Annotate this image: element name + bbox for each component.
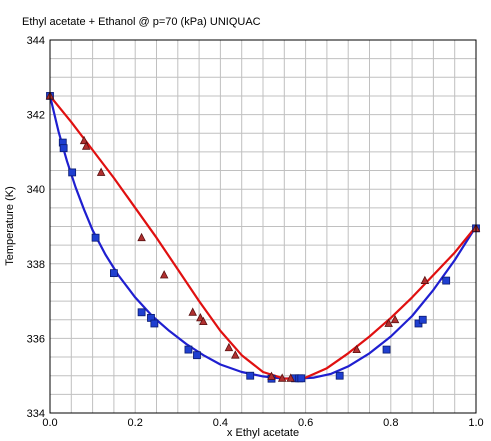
x-tick-label: 1.0 <box>468 417 483 429</box>
y-tick-label: 344 <box>27 35 45 47</box>
dew-point-marker <box>159 270 169 279</box>
curves <box>48 95 477 380</box>
y-tick-label: 336 <box>27 333 45 345</box>
bubble-point-marker <box>382 345 391 354</box>
x-tick-label: 0.0 <box>42 417 57 429</box>
y-tick-label: 334 <box>27 408 45 420</box>
grid <box>50 40 476 413</box>
bubble-point-marker <box>442 276 451 285</box>
bubble-point-marker <box>68 168 77 177</box>
y-tick-label: 338 <box>27 259 45 271</box>
bubble-point-marker <box>184 345 193 354</box>
chart-title: Ethyl acetate + Ethanol @ p=70 (kPa) UNI… <box>22 16 261 28</box>
dew-point-marker <box>137 232 146 242</box>
bubble-point-marker <box>246 371 255 380</box>
x-tick-label: 0.6 <box>298 417 313 429</box>
y-tick-label: 340 <box>27 184 45 196</box>
dew-point-marker <box>231 350 240 359</box>
x-tick-label: 0.8 <box>383 417 398 429</box>
markers <box>45 91 481 383</box>
x-tick-label: 0.4 <box>213 417 228 429</box>
bubble-point-marker <box>418 315 427 324</box>
dew-point-marker <box>286 373 295 382</box>
bubble-point-marker <box>150 319 159 328</box>
dew-point-marker <box>81 141 91 150</box>
bubble-point-marker <box>297 374 306 383</box>
bubble-point-marker <box>110 269 118 278</box>
y-axis-title: Temperature (K) <box>4 186 16 265</box>
y-tick-label: 342 <box>27 110 45 122</box>
bubble-point-marker <box>335 371 344 380</box>
dew-curve <box>49 95 477 380</box>
bubble-point-marker <box>59 144 68 153</box>
dew-point-marker <box>420 275 430 284</box>
dew-point-marker <box>79 135 89 145</box>
x-axis-title: x Ethyl acetate <box>227 427 299 439</box>
tick-labels: 0.0 0.2 0.4 0.6 0.8 1.0 334 336 338 340 342 344 <box>27 35 484 429</box>
bubble-point-marker <box>91 233 100 242</box>
bubble-curve <box>48 95 477 380</box>
dew-point-marker <box>267 371 276 380</box>
dew-point-marker <box>352 344 361 353</box>
dew-point-marker <box>188 307 197 316</box>
bubble-point-marker <box>137 308 146 317</box>
dew-point-marker <box>224 342 234 352</box>
dew-point-marker <box>96 167 106 176</box>
bubble-point-marker <box>193 351 201 360</box>
dew-point-marker <box>277 373 287 382</box>
x-tick-label: 0.2 <box>128 417 143 429</box>
dew-point-marker <box>390 314 400 324</box>
dew-point-marker <box>199 316 208 326</box>
plot-frame <box>49 39 477 414</box>
dew-point-marker <box>384 318 393 327</box>
